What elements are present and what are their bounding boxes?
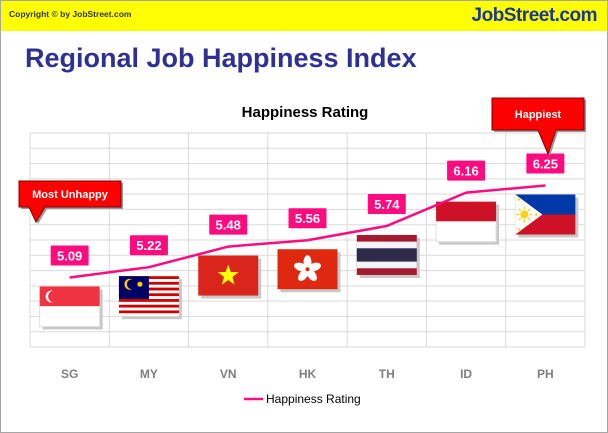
data-label: 6.16 [447,160,486,181]
x-tick-label: ID [460,367,472,381]
data-label-text: 6.25 [533,157,558,172]
data-label-text: 5.74 [374,197,400,212]
callout-happiest-text: Happiest [515,109,562,121]
singapore-flag [39,286,101,327]
chart-title: Happiness Rating [241,104,369,121]
copyright-text: Copyright © by JobStreet.com [9,9,132,19]
data-label: 6.25 [526,153,565,174]
thailand-flag [356,234,417,275]
data-label: 5.09 [50,245,89,266]
indonesia-flag [435,201,497,243]
data-label: 5.74 [367,193,406,214]
x-tick-label: HK [299,367,317,381]
page-title: Regional Job Happiness Index [25,43,417,73]
x-tick-label: MY [140,367,158,381]
data-label-text: 5.22 [136,238,161,253]
series-line-happiness-rating [69,184,546,279]
data-label: 5.56 [288,208,327,229]
data-label: 5.22 [129,235,168,256]
flags [39,194,579,330]
data-label-text: 6.16 [453,164,478,179]
callout-most-unhappy-text: Most Unhappy [32,189,109,201]
data-label: 5.48 [209,214,248,235]
data-label-text: 5.48 [216,218,241,233]
malaysia-flag [118,276,179,317]
header-bar: Copyright © by JobStreet.com JobStreet.c… [1,1,607,31]
legend: Happiness Rating [244,392,361,406]
x-tick-label: PH [537,367,554,381]
callout-happiest: Happiest [491,97,586,156]
hong-kong-flag [277,249,338,290]
data-label-text: 5.56 [295,211,320,226]
x-tick-label: VN [220,367,237,381]
legend-label: Happiness Rating [266,392,361,406]
philippines-flag [515,194,576,235]
vietnam-flag [198,255,259,296]
callout-most-unhappy: Most Unhappy [18,180,123,224]
data-label-text: 5.09 [57,249,82,264]
x-tick-label: TH [379,367,395,381]
jobstreet-logo: JobStreet.com [471,5,598,26]
x-tick-label: SG [61,367,78,381]
